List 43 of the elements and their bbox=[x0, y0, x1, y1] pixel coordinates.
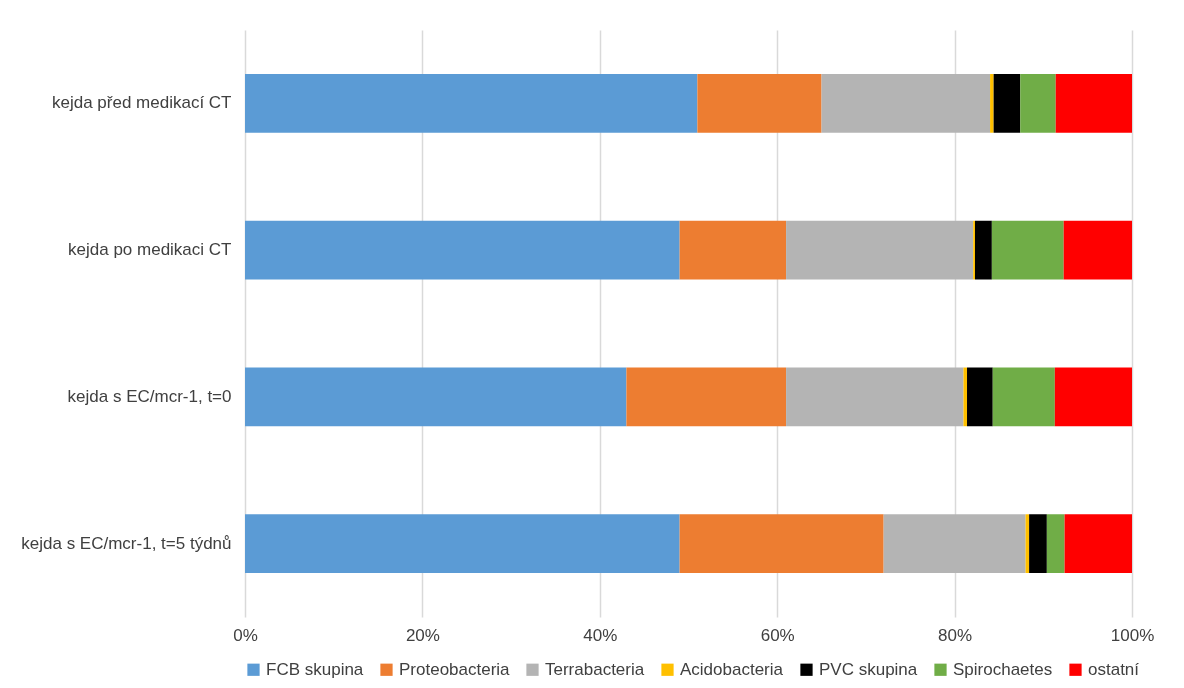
bar bbox=[991, 220, 1064, 280]
bar bbox=[993, 74, 1021, 133]
bar bbox=[883, 514, 1026, 573]
legend-label: PVC skupina bbox=[819, 659, 918, 679]
legend-label: Spirochaetes bbox=[953, 659, 1053, 679]
bar bbox=[245, 220, 680, 280]
legend-label: Proteobacteria bbox=[399, 659, 511, 679]
bar bbox=[626, 367, 787, 427]
bar bbox=[786, 367, 964, 427]
x-tick-label: 80% bbox=[938, 625, 973, 645]
y-tick-label: kejda před medikací CT bbox=[51, 93, 232, 113]
bar bbox=[245, 74, 698, 133]
bar bbox=[821, 74, 991, 133]
bar bbox=[1063, 220, 1132, 280]
bar bbox=[245, 367, 627, 427]
bar bbox=[1046, 514, 1065, 573]
y-tick-label: kejda po medikaci CT bbox=[68, 240, 232, 260]
x-tick-label: 100% bbox=[1110, 625, 1155, 645]
x-tick-label: 20% bbox=[405, 625, 440, 645]
legend-label: Terrabacteria bbox=[545, 659, 645, 679]
bar bbox=[245, 514, 680, 573]
bar bbox=[697, 74, 822, 133]
bar bbox=[975, 220, 992, 280]
bar bbox=[1064, 514, 1132, 573]
legend-label: ostatní bbox=[1088, 659, 1140, 679]
y-tick-label: kejda s EC/mcr-1, t=5 týdnů bbox=[21, 533, 232, 553]
legend-label: Acidobacteria bbox=[680, 659, 784, 679]
bar bbox=[786, 220, 974, 280]
x-tick-label: 40% bbox=[583, 625, 618, 645]
x-tick-label: 60% bbox=[760, 625, 795, 645]
bar bbox=[1020, 74, 1056, 133]
bar bbox=[1055, 74, 1132, 133]
bar bbox=[679, 514, 884, 573]
bar bbox=[992, 367, 1055, 427]
bar bbox=[679, 220, 787, 280]
bar bbox=[990, 74, 994, 133]
legend-label: FCB skupina bbox=[266, 659, 364, 679]
bar bbox=[967, 367, 993, 427]
y-tick-label: kejda s EC/mcr-1, t=0 bbox=[67, 386, 232, 406]
bar bbox=[1029, 514, 1047, 573]
x-tick-label: 0% bbox=[233, 625, 258, 645]
bar bbox=[963, 367, 968, 427]
bar bbox=[1054, 367, 1132, 427]
